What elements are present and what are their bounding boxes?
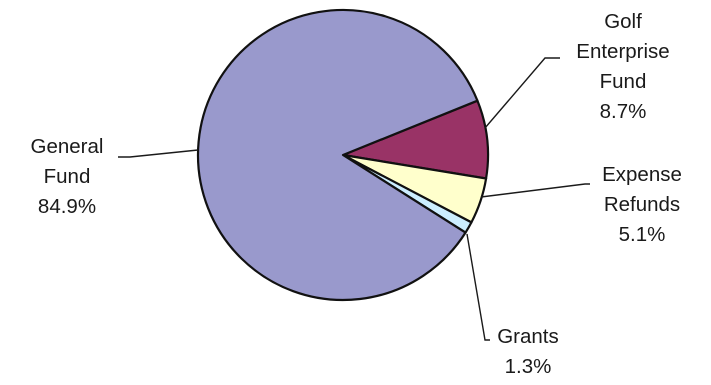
slice-label-general-fund: General Fund 84.9% [31, 135, 104, 218]
slice-name-line: Enterprise [576, 40, 669, 63]
leader-line-general-fund [118, 149, 199, 158]
slice-name-line: General [31, 135, 104, 158]
slice-name-line: Fund [600, 70, 647, 93]
leader-line-golf-enterprise-fund [484, 57, 560, 129]
slice-label-expense-refunds: Expense Refunds 5.1% [602, 163, 682, 246]
slice-value-label: 84.9% [38, 195, 96, 218]
slice-label-grants: Grants 1.3% [497, 325, 559, 378]
pie-slices [196, 8, 490, 302]
slice-label-golf-enterprise-fund: Golf Enterprise Fund 8.7% [576, 10, 669, 123]
pie-labels: Golf Enterprise Fund 8.7% Expense Refunds 5.1%… [31, 10, 682, 378]
slice-name-line: Grants [497, 325, 559, 348]
label-leader-lines [118, 57, 590, 341]
slice-name-line: Expense [602, 163, 682, 186]
slice-value-label: 1.3% [505, 355, 552, 378]
slice-value-label: 8.7% [600, 100, 647, 123]
slice-name-line: Refunds [604, 193, 680, 216]
slice-value-label: 5.1% [619, 223, 666, 246]
leader-line-grants [466, 233, 490, 341]
slice-name-line: Golf [604, 10, 642, 33]
leader-line-expense-refunds [480, 183, 590, 198]
slice-name-line: Fund [44, 165, 91, 188]
pie-slice-general-fund [196, 8, 479, 302]
